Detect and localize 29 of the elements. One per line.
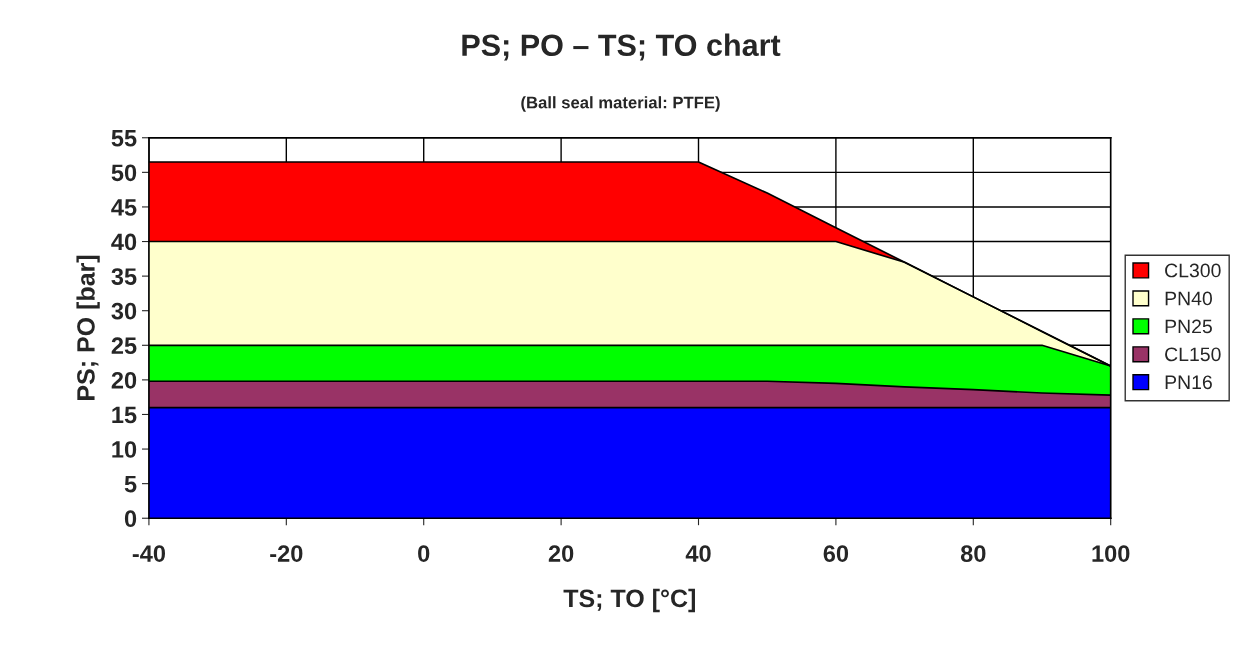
x-tick-label: 60 (823, 545, 849, 562)
y-tick-label: 45 (111, 199, 137, 216)
x-tick-label: 80 (960, 545, 986, 562)
chart-title: PS; PO – TS; TO chart (462, 33, 781, 61)
y-tick-label: 20 (111, 371, 137, 389)
y-tick-label: 10 (112, 441, 137, 458)
legend-label: PN25 (1165, 319, 1212, 334)
y-tick-label: 5 (124, 475, 137, 493)
legend-label: PN40 (1165, 291, 1212, 306)
x-axis-title: TS; TO [°C] (563, 588, 695, 613)
x-tick-label: -40 (132, 545, 166, 562)
y-tick-label: 35 (111, 268, 137, 285)
x-tick-label: -20 (270, 545, 303, 562)
y-tick-label: 40 (111, 233, 137, 251)
y-axis-title: PS; PO [bar] (76, 255, 100, 400)
y-tick-label: 55 (111, 130, 137, 147)
legend-label: CL150 (1165, 347, 1221, 362)
y-tick-label: 50 (111, 164, 137, 182)
x-tick-label: 100 (1092, 545, 1130, 562)
y-tick-label: 0 (124, 510, 137, 528)
legend-label: PN16 (1165, 375, 1212, 390)
x-tick-label: 20 (548, 545, 574, 562)
x-tick-label: 0 (418, 545, 430, 562)
legend-label: CL300 (1165, 263, 1221, 278)
y-tick-label: 30 (111, 302, 137, 320)
y-tick-label: 15 (112, 406, 137, 424)
y-tick-label: 25 (111, 337, 137, 355)
chart-subtitle: (Ball seal material: PTFE) (521, 96, 720, 112)
x-tick-label: 40 (685, 545, 711, 562)
